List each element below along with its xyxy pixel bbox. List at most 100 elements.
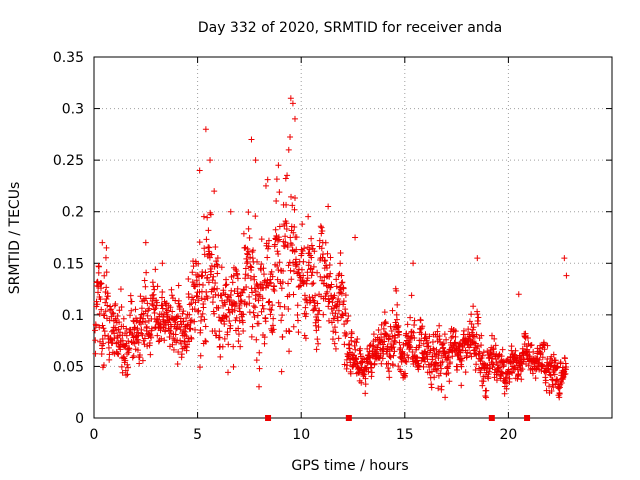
data-point bbox=[462, 369, 469, 376]
data-point bbox=[331, 340, 338, 347]
data-point bbox=[432, 353, 439, 360]
data-point bbox=[251, 276, 258, 283]
data-point bbox=[127, 292, 134, 299]
data-point bbox=[175, 348, 182, 355]
data-point bbox=[318, 245, 325, 252]
data-point bbox=[192, 326, 199, 333]
data-point bbox=[331, 292, 338, 299]
data-point bbox=[239, 289, 246, 296]
data-point bbox=[187, 325, 194, 332]
data-point bbox=[368, 369, 375, 376]
data-point bbox=[202, 269, 209, 276]
data-point bbox=[299, 247, 306, 254]
data-point bbox=[331, 315, 338, 322]
data-point bbox=[314, 300, 321, 307]
x-axis-label: GPS time / hours bbox=[291, 458, 408, 474]
data-point bbox=[137, 293, 144, 300]
data-point bbox=[178, 340, 185, 347]
plot-frame bbox=[93, 56, 613, 419]
data-point bbox=[123, 332, 130, 339]
data-point bbox=[178, 351, 185, 358]
data-point bbox=[335, 307, 342, 314]
data-point bbox=[118, 363, 125, 370]
data-point bbox=[287, 267, 294, 274]
y-tick-label: 0.1 bbox=[62, 308, 84, 324]
data-point bbox=[167, 304, 174, 311]
data-point bbox=[235, 338, 242, 345]
data-point bbox=[319, 228, 326, 235]
data-point bbox=[92, 350, 99, 357]
data-point bbox=[380, 325, 387, 332]
data-point bbox=[515, 291, 522, 298]
x-tick-label: 20 bbox=[499, 427, 517, 443]
data-point bbox=[311, 248, 318, 255]
data-point bbox=[99, 239, 106, 246]
data-point bbox=[105, 344, 112, 351]
data-point bbox=[124, 361, 131, 368]
data-point bbox=[273, 198, 280, 205]
data-point bbox=[537, 349, 544, 356]
data-point bbox=[286, 259, 293, 266]
data-point bbox=[102, 254, 109, 261]
data-point bbox=[112, 300, 119, 307]
data-point bbox=[299, 279, 306, 286]
data-point bbox=[197, 327, 204, 334]
data-point bbox=[315, 323, 322, 330]
data-point bbox=[159, 260, 166, 267]
data-point bbox=[284, 244, 291, 251]
data-point bbox=[511, 351, 518, 358]
data-point bbox=[491, 335, 498, 342]
data-point bbox=[176, 304, 183, 311]
data-point bbox=[255, 297, 262, 304]
data-point bbox=[347, 359, 354, 366]
data-point bbox=[324, 264, 331, 271]
data-point bbox=[199, 272, 206, 279]
data-point bbox=[262, 182, 269, 189]
data-point bbox=[202, 323, 209, 330]
data-point bbox=[552, 360, 559, 367]
data-point bbox=[223, 281, 230, 288]
data-point bbox=[202, 338, 209, 345]
data-point bbox=[328, 319, 335, 326]
data-point bbox=[195, 260, 202, 267]
data-point bbox=[174, 361, 181, 368]
data-point bbox=[291, 206, 298, 213]
data-point bbox=[96, 263, 103, 270]
data-point bbox=[317, 223, 324, 230]
data-point bbox=[207, 157, 214, 164]
y-tick-label: 0.25 bbox=[53, 153, 84, 169]
data-point bbox=[425, 343, 432, 350]
data-point bbox=[324, 250, 331, 257]
data-point bbox=[352, 346, 359, 353]
data-point bbox=[99, 322, 106, 329]
data-point bbox=[124, 371, 131, 378]
data-point bbox=[312, 292, 319, 299]
data-point bbox=[268, 307, 275, 314]
data-point bbox=[202, 337, 209, 344]
data-point bbox=[370, 343, 377, 350]
data-point bbox=[327, 270, 334, 277]
data-point bbox=[332, 310, 339, 317]
data-point bbox=[204, 214, 211, 221]
data-point bbox=[99, 345, 106, 352]
data-point bbox=[161, 337, 168, 344]
data-point bbox=[138, 326, 145, 333]
data-point bbox=[245, 225, 252, 232]
data-point bbox=[98, 306, 105, 313]
data-point bbox=[251, 285, 258, 292]
data-point bbox=[469, 339, 476, 346]
data-point bbox=[139, 357, 146, 364]
data-point bbox=[226, 309, 233, 316]
data-point bbox=[322, 239, 329, 246]
data-point bbox=[208, 251, 215, 258]
data-point bbox=[162, 300, 169, 307]
data-point bbox=[109, 309, 116, 316]
data-point bbox=[295, 269, 302, 276]
data-point bbox=[519, 366, 526, 373]
data-point bbox=[284, 172, 291, 179]
data-point bbox=[227, 208, 234, 215]
data-point bbox=[146, 340, 153, 347]
data-point bbox=[354, 336, 361, 343]
data-point bbox=[254, 312, 261, 319]
data-point bbox=[512, 365, 519, 372]
